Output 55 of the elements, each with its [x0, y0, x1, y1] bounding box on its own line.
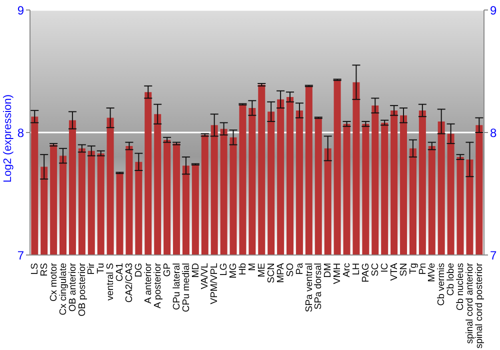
x-tick-label: Hb — [238, 263, 249, 276]
x-tick-label: CA2/CA3 — [124, 263, 136, 303]
x-tick-label: MVe — [426, 263, 438, 282]
x-tick-label: VMH — [332, 262, 344, 284]
x-tick-label: Pa — [294, 262, 306, 275]
x-tick-label: CPu lateral — [171, 263, 182, 310]
x-tick-label: VTA — [388, 262, 400, 281]
y2-tick-label: 9 — [490, 3, 497, 18]
x-tick-label: M — [247, 262, 258, 271]
x-tick-label: spinal cord anterior — [464, 263, 476, 344]
x-tick-label: Arc — [342, 262, 353, 278]
x-tick-label: LS — [29, 263, 40, 275]
x-tick-label: VA/VL — [200, 263, 211, 290]
x-tick-label: GP — [162, 263, 173, 277]
x-tick-label: Pn — [417, 263, 428, 275]
x-tick-label: SC — [370, 262, 381, 276]
x-tick-label: Cb vermis — [436, 262, 448, 306]
x-tick-label: PAG — [360, 263, 372, 282]
x-tick-label: LH — [351, 262, 362, 276]
x-tick-label: Tg — [408, 263, 419, 274]
x-tick-label: Tu — [96, 263, 107, 274]
x-tick-label: MG — [228, 263, 240, 278]
x-tick-label: SPa ventral — [304, 263, 315, 312]
x-tick-label: DG — [134, 263, 145, 278]
y-tick-label: 8 — [17, 126, 24, 140]
x-tick-label: spinal cord posterior — [474, 263, 486, 349]
x-tick-label: Cx motor — [48, 263, 60, 302]
y2-tick-label: 8 — [490, 126, 497, 140]
x-tick-label: CPu medial — [180, 263, 192, 312]
x-tick-label: SCN — [266, 262, 277, 284]
y-tick-label: 7 — [17, 248, 24, 262]
x-tick-label: CA1 — [114, 263, 126, 282]
x-tick-label: A anterior — [142, 263, 154, 304]
x-tick-label: ventral S — [105, 263, 116, 300]
x-tick-label: Pir — [86, 263, 98, 275]
x-tick-label: SN — [398, 262, 410, 276]
x-tick-label: LG — [218, 263, 230, 276]
x-tick-label: OB anterior — [67, 263, 78, 312]
x-tick-label: ME — [256, 263, 268, 278]
x-tick-label: OB posterior — [76, 263, 88, 316]
x-tick-label: SPa dorsal — [313, 263, 324, 310]
y2-tick-label: 7 — [490, 248, 497, 262]
y-axis-title: Log2 (expression) — [2, 94, 14, 182]
x-tick-label: MD — [190, 262, 202, 278]
x-tick-label: SO — [284, 263, 296, 277]
x-tick-label: Cb nucleus — [455, 262, 466, 311]
y-tick-label: 9 — [17, 3, 24, 18]
x-tick-label: VPM/VPL — [209, 263, 220, 304]
x-tick-label: RS — [38, 263, 50, 276]
x-tick-label: Cx cingulate — [58, 263, 69, 316]
x-tick-label: Cb lobe — [446, 263, 457, 296]
x-tick-label: DM — [322, 262, 334, 278]
x-tick-label: A posterior — [152, 263, 164, 308]
x-tick-label: IC — [379, 262, 390, 272]
x-tick-label: MPA — [275, 262, 286, 283]
